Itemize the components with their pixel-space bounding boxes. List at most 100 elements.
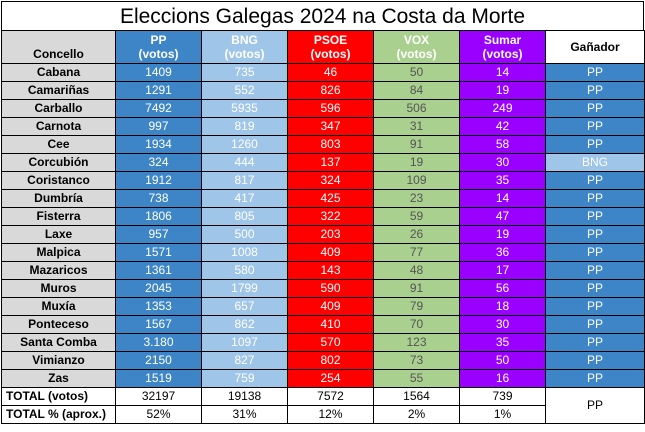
header-ganador: Gañador <box>545 30 645 64</box>
header-bng-label: BNG <box>231 33 258 47</box>
cell-ganador: BNG <box>545 153 645 172</box>
table-row: Muxía 1353 657 409 79 18 PP <box>1 297 645 316</box>
total-votos-sumar: 739 <box>459 387 546 406</box>
table-row: Vimianzo 2150 827 802 73 50 PP <box>1 351 645 370</box>
cell-bng: 580 <box>201 261 288 280</box>
cell-psoe: 570 <box>287 333 374 352</box>
cell-vox: 59 <box>373 207 460 226</box>
cell-vox: 26 <box>373 225 460 244</box>
cell-sumar: 14 <box>459 63 546 82</box>
cell-concello: Cee <box>1 135 116 154</box>
total-votos-vox: 1564 <box>373 387 460 406</box>
cell-psoe: 802 <box>287 351 374 370</box>
cell-pp: 957 <box>115 225 202 244</box>
cell-sumar: 58 <box>459 135 546 154</box>
cell-concello: Corcubión <box>1 153 116 172</box>
table-row: Cee 1934 1260 803 91 58 PP <box>1 135 645 154</box>
cell-pp: 2150 <box>115 351 202 370</box>
cell-ganador: PP <box>545 135 645 154</box>
cell-vox: 19 <box>373 153 460 172</box>
cell-pp: 1409 <box>115 63 202 82</box>
cell-psoe: 425 <box>287 189 374 208</box>
header-bng: BNG (votos) <box>201 30 288 64</box>
total-percent-sumar: 1% <box>459 405 546 424</box>
cell-ganador: PP <box>545 333 645 352</box>
cell-ganador: PP <box>545 261 645 280</box>
cell-sumar: 35 <box>459 333 546 352</box>
cell-psoe: 803 <box>287 135 374 154</box>
table-row: Camariñas 1291 552 826 84 19 PP <box>1 81 645 100</box>
header-pp: PP (votos) <box>115 30 202 64</box>
cell-sumar: 14 <box>459 189 546 208</box>
cell-sumar: 35 <box>459 171 546 190</box>
cell-ganador: PP <box>545 81 645 100</box>
header-sumar-label: Sumar <box>483 33 522 47</box>
cell-vox: 84 <box>373 81 460 100</box>
table-row: Fisterra 1806 805 322 59 47 PP <box>1 207 645 226</box>
cell-bng: 819 <box>201 117 288 136</box>
cell-bng: 735 <box>201 63 288 82</box>
cell-pp: 3.180 <box>115 333 202 352</box>
cell-vox: 79 <box>373 297 460 316</box>
cell-concello: Ponteceso <box>1 315 116 334</box>
table-row: Dumbría 738 417 425 23 14 PP <box>1 189 645 208</box>
total-percent-pp: 52% <box>115 405 202 424</box>
cell-ganador: PP <box>545 63 645 82</box>
header-bng-votos: (votos) <box>224 47 265 61</box>
cell-vox: 48 <box>373 261 460 280</box>
cell-pp: 1291 <box>115 81 202 100</box>
table-row: Malpica 1571 1008 409 77 36 PP <box>1 243 645 262</box>
cell-pp: 1567 <box>115 315 202 334</box>
cell-concello: Camariñas <box>1 81 116 100</box>
total-percent-vox: 2% <box>373 405 460 424</box>
cell-bng: 1008 <box>201 243 288 262</box>
header-vox-label: VOX <box>403 33 430 47</box>
cell-psoe: 409 <box>287 297 374 316</box>
cell-sumar: 30 <box>459 153 546 172</box>
cell-sumar: 17 <box>459 261 546 280</box>
total-ganador: PP <box>545 387 645 424</box>
cell-pp: 1571 <box>115 243 202 262</box>
total-votos-bng: 19138 <box>201 387 288 406</box>
cell-psoe: 590 <box>287 279 374 298</box>
cell-vox: 23 <box>373 189 460 208</box>
cell-pp: 1912 <box>115 171 202 190</box>
cell-ganador: PP <box>545 243 645 262</box>
cell-vox: 91 <box>373 135 460 154</box>
header-psoe-votos: (votos) <box>310 47 351 61</box>
cell-ganador: PP <box>545 189 645 208</box>
cell-bng: 552 <box>201 81 288 100</box>
cell-bng: 417 <box>201 189 288 208</box>
cell-vox: 73 <box>373 351 460 370</box>
cell-vox: 123 <box>373 333 460 352</box>
cell-psoe: 596 <box>287 99 374 118</box>
results-table: Concello PP (votos) BNG (votos) PSOE (votos… <box>1 30 645 424</box>
cell-pp: 1519 <box>115 369 202 388</box>
cell-bng: 657 <box>201 297 288 316</box>
cell-concello: Laxe <box>1 225 116 244</box>
cell-sumar: 19 <box>459 225 546 244</box>
table-row: Corcubión 324 444 137 19 30 BNG <box>1 153 645 172</box>
header-vox-votos: (votos) <box>396 47 437 61</box>
cell-psoe: 254 <box>287 369 374 388</box>
cell-psoe: 143 <box>287 261 374 280</box>
table-row: Laxe 957 500 203 26 19 PP <box>1 225 645 244</box>
cell-psoe: 409 <box>287 243 374 262</box>
cell-ganador: PP <box>545 369 645 388</box>
cell-psoe: 826 <box>287 81 374 100</box>
cell-psoe: 203 <box>287 225 374 244</box>
cell-concello: Carballo <box>1 99 116 118</box>
results-body: Cabana 1409 735 46 50 14 PP Camariñas 1291 552 826… <box>1 63 645 388</box>
cell-sumar: 50 <box>459 351 546 370</box>
cell-psoe: 324 <box>287 171 374 190</box>
header-concello: Concello <box>1 30 116 64</box>
cell-vox: 50 <box>373 63 460 82</box>
header-sumar: Sumar (votos) <box>459 30 546 64</box>
cell-pp: 997 <box>115 117 202 136</box>
cell-bng: 805 <box>201 207 288 226</box>
table-row: Zas 1519 759 254 55 16 PP <box>1 369 645 388</box>
table-row: Cabana 1409 735 46 50 14 PP <box>1 63 645 82</box>
cell-concello: Muros <box>1 279 116 298</box>
cell-pp: 1353 <box>115 297 202 316</box>
header-pp-label: PP <box>150 33 167 47</box>
